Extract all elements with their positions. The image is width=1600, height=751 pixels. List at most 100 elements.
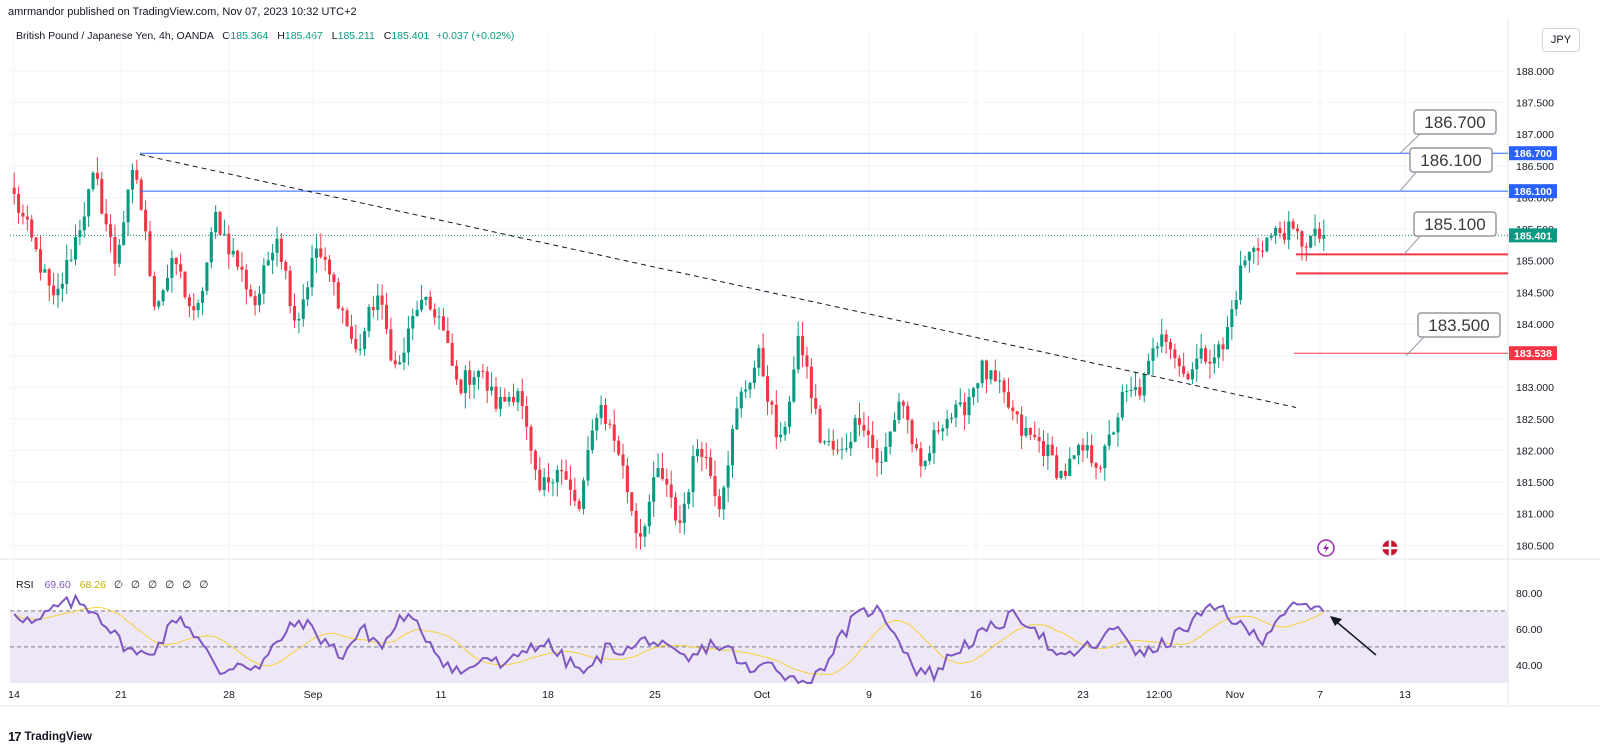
price-tick-label: 182.000 [1516, 445, 1554, 457]
candle-body [862, 424, 866, 431]
candle-body [1208, 361, 1212, 364]
candle-body [288, 270, 292, 307]
candle-body [1265, 237, 1269, 252]
candle-body [989, 370, 993, 380]
candle-body [1322, 235, 1326, 239]
candle-body [17, 194, 21, 213]
candle-body [376, 295, 380, 310]
candle-body [358, 349, 362, 351]
callout-pointer [1405, 334, 1427, 356]
candle-body [82, 216, 86, 231]
candle-body [722, 487, 726, 510]
candle-body [1068, 458, 1072, 477]
candle-body [998, 380, 1002, 382]
candle-body [757, 348, 761, 368]
callout-pointer [1399, 169, 1419, 192]
candle-body [783, 426, 787, 435]
candle-body [1164, 334, 1168, 342]
rsi-tick-label: 80.00 [1516, 588, 1542, 600]
candle-body [516, 391, 520, 403]
candle-body [314, 248, 318, 258]
price-tick-label: 185.000 [1516, 256, 1554, 268]
candle-body [306, 287, 310, 300]
candle-body [599, 404, 603, 418]
candle-body [822, 441, 827, 443]
candle-body [538, 469, 542, 490]
currency-unit-button[interactable]: JPY [1542, 28, 1580, 52]
candle-body [1085, 445, 1089, 451]
candle-body [897, 401, 901, 421]
price-tick-label: 183.000 [1516, 382, 1554, 394]
candle-body [928, 453, 932, 461]
candle-body [179, 264, 183, 272]
candle-body [547, 477, 551, 483]
candle-body [884, 446, 888, 462]
candle-body [525, 405, 529, 427]
candle-body [183, 271, 187, 298]
candle-body [152, 275, 156, 307]
candle-body [1230, 309, 1234, 327]
candle-body [560, 469, 564, 472]
candle-body [69, 259, 73, 261]
rsi-title: RSI [16, 579, 34, 591]
candle-body [1015, 411, 1019, 415]
candle-body [1313, 228, 1317, 236]
time-tick-label: 23 [1077, 689, 1089, 701]
candle-body [638, 533, 643, 537]
candle-body [1120, 391, 1124, 418]
candle-body [468, 370, 472, 385]
candle-body [1024, 427, 1028, 436]
candle-body [253, 296, 257, 306]
candle-body [275, 238, 279, 253]
candle-body [888, 431, 892, 447]
candle-body [494, 386, 498, 409]
candle-body [459, 379, 463, 394]
candle-body [1098, 467, 1102, 469]
candle-body [130, 170, 134, 190]
rsi-value: 69.60 [44, 579, 71, 591]
candle-body [840, 448, 844, 451]
candle-body [1304, 246, 1308, 248]
candle-body [814, 398, 818, 409]
candle-body [1212, 357, 1216, 364]
candle-body [200, 290, 205, 303]
candle-body [122, 222, 126, 245]
candle-body [1147, 360, 1151, 375]
candle-body [161, 290, 165, 302]
candle-body [1278, 227, 1282, 234]
callout-pointer [1399, 131, 1423, 154]
candle-body [818, 408, 822, 443]
candle-body [65, 259, 69, 284]
candle-body [906, 405, 910, 421]
candle-body [196, 302, 200, 311]
candle-body [1239, 265, 1243, 301]
candle-body [730, 429, 735, 466]
candle-body [47, 269, 51, 286]
candle-body [1041, 441, 1046, 457]
candle-body [170, 257, 174, 278]
candle-body [341, 308, 345, 311]
candle-body [568, 479, 572, 490]
candle-body [875, 447, 879, 463]
candle-body [809, 366, 813, 399]
candle-body [735, 408, 739, 430]
candle-body [700, 448, 704, 457]
candle-body [893, 420, 897, 432]
candle-body [1186, 373, 1190, 380]
candle-body [774, 404, 778, 438]
candle-body [621, 454, 625, 466]
candle-body [595, 417, 599, 431]
candle-body [192, 306, 196, 311]
level-price-tag-text: 183.538 [1514, 348, 1552, 360]
rsi-tick-label: 60.00 [1516, 624, 1542, 636]
candle-body [586, 450, 590, 481]
candle-body [490, 386, 494, 391]
candle-body [1011, 407, 1015, 412]
candle-body [704, 456, 708, 458]
candle-body [227, 233, 231, 255]
candle-body [1190, 369, 1194, 380]
candle-body [1247, 251, 1251, 261]
candle-body [564, 471, 568, 480]
annotation-arrow-head [1330, 616, 1342, 626]
